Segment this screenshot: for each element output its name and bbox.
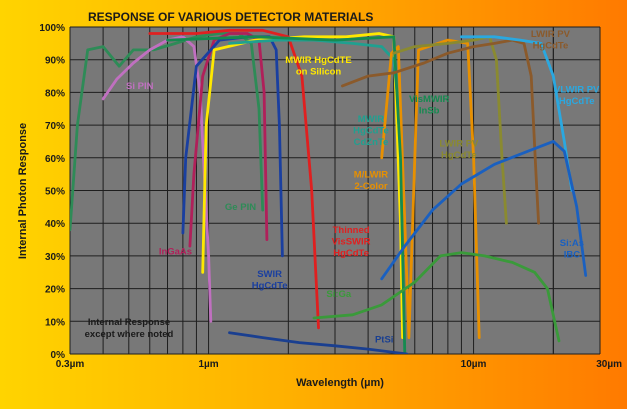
y-tick-label: 60%	[45, 154, 65, 165]
series-label-line: IBC	[564, 250, 581, 261]
series-label-line: InSb	[419, 106, 440, 117]
series-label-mwir-hgcdte-on-silicon-4: MWIR HgCdTE on Silicon	[285, 55, 352, 78]
series-line-mwir-hgcdte-on-silicon-4	[201, 32, 404, 339]
series-label-line: VLWIR PV	[554, 84, 600, 95]
x-tick-label: 30µm	[596, 359, 622, 370]
series-label-ingaas-2: InGaAs	[159, 246, 192, 257]
grid	[69, 26, 601, 355]
series-line-si-pin-1	[101, 35, 213, 323]
series-label-line: LWIR PV	[531, 29, 571, 40]
series-label-si-pin-1: Si PIN	[126, 81, 154, 92]
series-line-vlwir-pv-hgcdte-11	[460, 35, 574, 192]
series-label-swir-hgcdte-3: SWIR HgCdTe	[252, 269, 288, 292]
series-label-lwir-pv-hgcdte-10: LWIR PV HgCdTe	[531, 29, 571, 52]
series-label-line: CdZnTe	[354, 137, 389, 148]
series-label-si-as-ibc-12: Si:As IBC	[560, 238, 584, 261]
series-label-thinned-visswir-hgcdte-5: Thinned VisSWIR HgCdTe	[332, 225, 371, 259]
y-tick-label: 10%	[45, 317, 65, 328]
series-label-line: InGaAs	[159, 246, 192, 257]
series-label-vlwir-pv-hgcdte-11: VLWIR PV HgCdTe	[554, 84, 600, 107]
series-label-line: HgCdTe	[441, 150, 477, 161]
series-label-line: VisSWIR	[332, 237, 371, 248]
series-line-m-lwir-2-color-7	[380, 38, 481, 339]
note-line-2: except where noted	[85, 329, 174, 340]
y-tick-label: 40%	[45, 219, 65, 230]
series-label-line: MWIR	[358, 114, 385, 125]
y-axis-title: Internal Photon Response	[17, 123, 29, 259]
series-label-line: Si:Ga	[326, 289, 352, 300]
series-label-line: HgCdTe	[333, 248, 369, 259]
series-lines	[70, 28, 588, 354]
series-line-ingaas-2	[188, 32, 269, 248]
series-label-m-lwir-2-color-7: M/LWIR 2-Color	[354, 169, 388, 192]
series-label-line: M/LWIR	[354, 169, 388, 180]
series-line-lwir-pv-hgcdte-10	[341, 38, 540, 225]
series-line-si-as-ibc-12	[380, 140, 588, 281]
series-label-line: HgCdTe	[559, 96, 595, 107]
series-line-si-ga-13	[312, 251, 561, 343]
series-label-line: PtSi	[375, 335, 393, 346]
y-tick-label: 50%	[45, 187, 65, 198]
series-label-ptsi-14: PtSi	[375, 335, 393, 346]
series-label-line: Ge PIN	[225, 202, 256, 213]
series-label-line: HgCdTe	[252, 281, 288, 292]
x-tick-label: 0.3µm	[56, 359, 85, 370]
series-label-lwir-pv-hgcdte-9: LWIR PV HgCdTe	[439, 138, 479, 161]
y-tick-label: 90%	[45, 56, 65, 67]
series-label-line: VisMWIR	[409, 94, 450, 105]
note-line-1: Internal Response	[88, 317, 170, 328]
series-label-ge-pin-0: Ge PIN	[225, 202, 256, 213]
series-label-line: SWIR	[257, 269, 282, 280]
series-label-line: HgCdTe	[533, 40, 569, 51]
series-line-ptsi-14	[228, 331, 409, 354]
series-label-line: MWIR HgCdTE	[285, 55, 352, 66]
series-label-mwir-hgcdte-cdznte-6: MWIR HgCdTe CdZnTe	[353, 114, 389, 148]
series-label-si-ga-13: Si:Ga	[326, 289, 352, 300]
series-label-line: 2-Color	[354, 181, 388, 192]
series-label-line: Si PIN	[126, 81, 154, 92]
y-tick-label: 20%	[45, 285, 65, 296]
x-tick-label: 1µm	[198, 359, 218, 370]
series-label-line: Thinned	[333, 225, 370, 236]
y-tick-label: 100%	[39, 23, 65, 34]
axis-ticks: 0% 10% 20% 30% 40% 50% 60% 70% 80% 90% 100% 0.3µm 1µ…	[39, 23, 622, 370]
chart-title: RESPONSE OF VARIOUS DETECTOR MATERIALS	[88, 10, 373, 24]
y-tick-label: 80%	[45, 88, 65, 99]
x-axis-title: Wavelength (µm)	[296, 377, 384, 389]
series-line-lwir-pv-hgcdte-9	[392, 35, 508, 225]
series-line-thinned-visswir-hgcdte-5	[148, 28, 320, 330]
x-tick-label: 10µm	[461, 359, 487, 370]
series-label-line: HgCdTe	[353, 125, 389, 136]
series-label-vismwir-insb-8: VisMWIR InSb	[409, 94, 450, 117]
series-label-line: on Silicon	[296, 66, 342, 77]
y-tick-label: 70%	[45, 121, 65, 132]
y-tick-label: 0%	[51, 350, 66, 361]
y-tick-label: 30%	[45, 252, 65, 263]
series-line-vismwir-insb-8	[166, 35, 407, 354]
series-label-line: LWIR PV	[439, 138, 479, 149]
series-label-line: Si:As	[560, 238, 584, 249]
